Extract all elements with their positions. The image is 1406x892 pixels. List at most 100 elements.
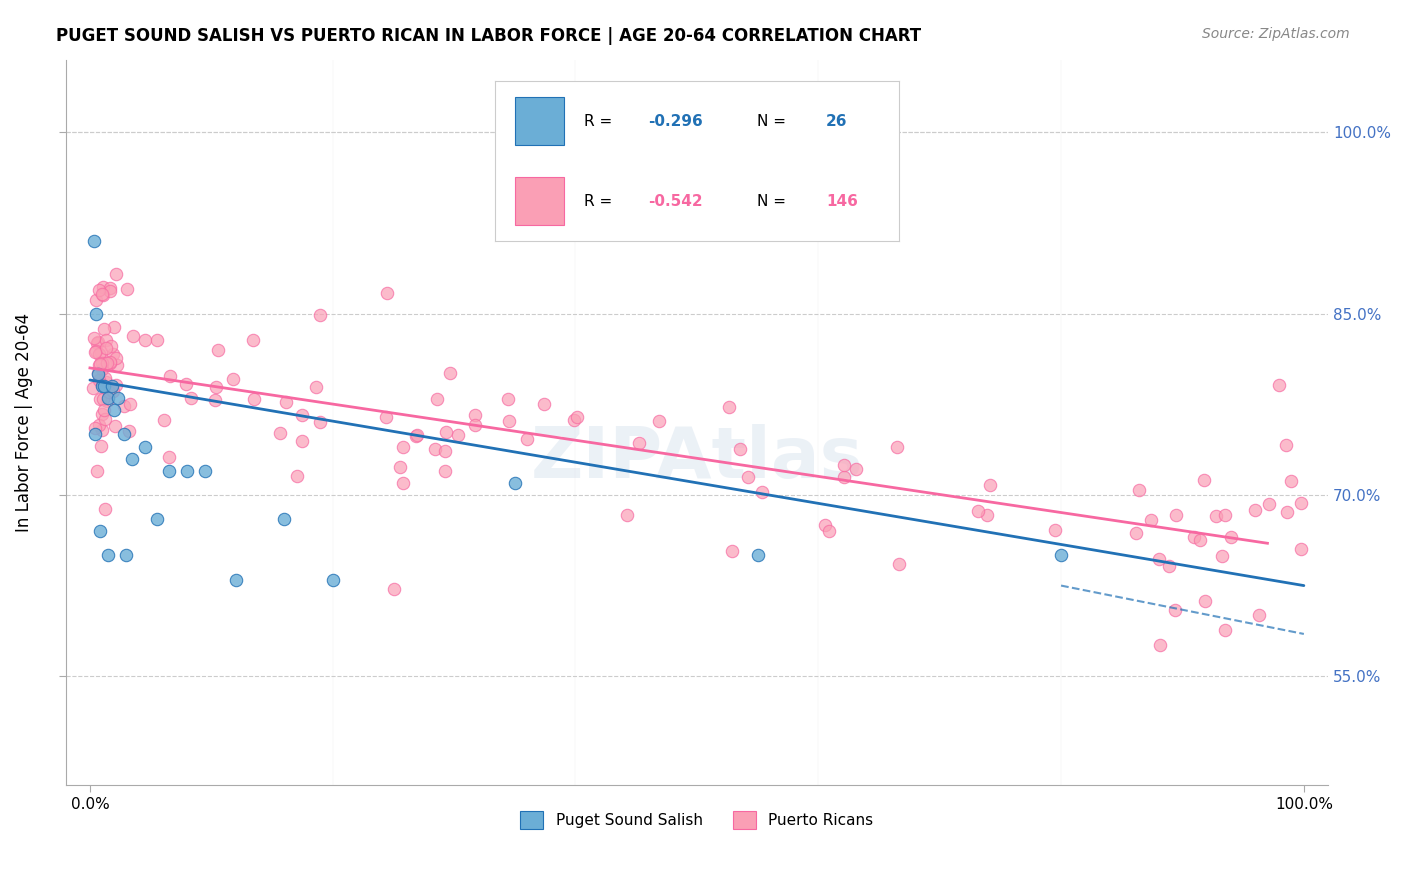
Point (1215, 508, 1237, 522)
Point (747, 549, 769, 563)
Point (103, 320, 125, 334)
Point (1279, 474, 1302, 488)
Point (498, 414, 520, 428)
Point (225, 573, 247, 587)
Point (1244, 503, 1267, 517)
Point (1164, 508, 1187, 522)
Point (562, 413, 585, 427)
Point (222, 371, 245, 385)
Point (1128, 483, 1150, 497)
Point (1289, 496, 1312, 510)
Point (83, 421, 105, 435)
Point (285, 469, 308, 483)
Point (157, 450, 180, 464)
Point (97, 391, 120, 405)
Point (269, 425, 291, 440)
Point (433, 444, 456, 458)
Point (104, 377, 127, 392)
Point (98, 385, 121, 400)
Point (1164, 603, 1187, 617)
Point (1211, 549, 1233, 564)
Point (979, 478, 1001, 492)
Point (426, 392, 449, 406)
Point (1194, 593, 1216, 607)
Point (134, 333, 156, 347)
Point (86, 366, 108, 380)
Point (103, 403, 125, 417)
Point (159, 368, 181, 383)
Point (728, 442, 751, 457)
Point (89, 357, 111, 371)
Point (439, 366, 461, 380)
Point (91, 355, 114, 369)
Point (375, 410, 398, 425)
Point (83, 331, 105, 345)
Point (93, 321, 115, 335)
Point (1275, 505, 1298, 519)
Point (97, 549, 120, 563)
Point (1140, 513, 1163, 527)
Point (84, 293, 107, 307)
Point (91, 286, 114, 301)
Point (112, 400, 135, 414)
Point (91, 288, 114, 302)
Point (94, 502, 117, 516)
Point (565, 409, 588, 424)
Point (886, 441, 908, 455)
Point (464, 418, 486, 433)
Point (91, 379, 114, 393)
Point (93, 371, 115, 385)
Point (207, 343, 229, 357)
Point (194, 464, 217, 478)
Point (91, 361, 114, 376)
Point (433, 464, 456, 478)
Point (274, 395, 297, 409)
Y-axis label: In Labor Force | Age 20-64: In Labor Force | Age 20-64 (15, 313, 32, 532)
Point (1125, 525, 1147, 540)
Point (115, 282, 138, 296)
Point (1149, 638, 1171, 652)
Point (96, 375, 118, 389)
Point (87, 417, 110, 432)
Point (86, 336, 108, 351)
Point (122, 329, 145, 343)
Point (375, 285, 398, 300)
Point (1275, 438, 1298, 452)
Point (1268, 377, 1291, 392)
Point (1213, 623, 1236, 637)
Point (322, 573, 344, 587)
Point (291, 408, 314, 422)
Point (94, 342, 117, 356)
Point (100, 379, 122, 393)
Point (153, 413, 176, 427)
Point (423, 442, 446, 457)
Point (464, 408, 486, 422)
Point (100, 339, 122, 353)
Point (120, 397, 142, 411)
Point (204, 392, 226, 407)
Point (1192, 474, 1215, 488)
Point (1205, 509, 1227, 524)
Point (721, 544, 744, 558)
Point (89, 373, 111, 387)
Point (93, 403, 115, 417)
Point (817, 524, 839, 539)
Point (273, 512, 295, 526)
Point (105, 358, 128, 372)
Point (93, 379, 115, 393)
Point (91, 280, 114, 294)
Point (628, 436, 651, 450)
Point (1050, 549, 1073, 563)
Point (90, 408, 112, 422)
Point (751, 485, 773, 500)
Point (405, 429, 427, 443)
Point (1220, 530, 1243, 544)
Point (115, 549, 138, 563)
Point (388, 460, 411, 475)
Point (91, 377, 114, 392)
Point (889, 557, 911, 571)
Point (305, 379, 328, 393)
Point (107, 391, 129, 405)
Point (845, 462, 868, 476)
Point (84, 343, 107, 358)
